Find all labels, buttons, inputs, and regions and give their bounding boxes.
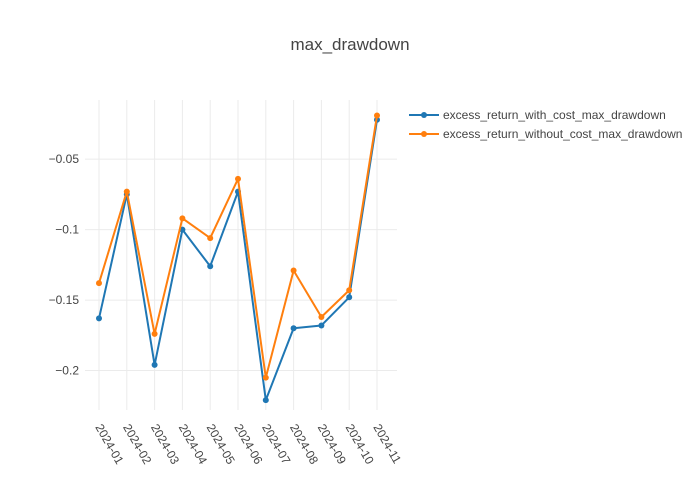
series-group	[96, 112, 380, 404]
data-point	[346, 287, 353, 294]
data-point	[207, 263, 214, 270]
legend-marker	[421, 131, 427, 137]
data-point	[235, 175, 241, 182]
data-point	[290, 267, 297, 274]
data-point	[179, 215, 186, 222]
data-point	[346, 294, 353, 301]
legend-label: excess_return_with_cost_max_drawdown	[443, 108, 666, 122]
data-point	[262, 397, 269, 404]
data-point	[318, 314, 325, 320]
x-axis: 2024-012024-022024-032024-042024-052024-…	[92, 422, 404, 467]
legend[interactable]: excess_return_with_cost_max_drawdownexce…	[409, 108, 682, 141]
chart-title: max_drawdown	[290, 35, 409, 54]
y-tick-label: −0.2	[55, 364, 79, 378]
legend-marker	[421, 112, 427, 118]
y-tick-label: −0.15	[49, 293, 80, 307]
data-point	[151, 330, 158, 337]
y-axis: −0.2 −0.15 −0.1 −0.05	[49, 152, 80, 377]
data-point	[374, 112, 380, 119]
legend-item-2[interactable]: excess_return_without_cost_max_drawdown	[409, 127, 682, 141]
legend-label: excess_return_without_cost_max_drawdown	[443, 127, 682, 141]
legend-item-1[interactable]: excess_return_with_cost_max_drawdown	[409, 108, 666, 122]
data-point	[151, 361, 158, 368]
data-point	[207, 235, 214, 242]
data-point	[262, 374, 269, 381]
data-point	[96, 315, 102, 322]
series-2	[96, 112, 380, 381]
series-1	[96, 116, 380, 404]
grid	[85, 100, 397, 410]
data-point	[123, 188, 130, 195]
data-point	[290, 325, 297, 332]
data-point	[318, 322, 325, 329]
data-point	[96, 280, 102, 287]
y-tick-label: −0.05	[49, 152, 80, 166]
y-tick-label: −0.1	[55, 223, 79, 237]
